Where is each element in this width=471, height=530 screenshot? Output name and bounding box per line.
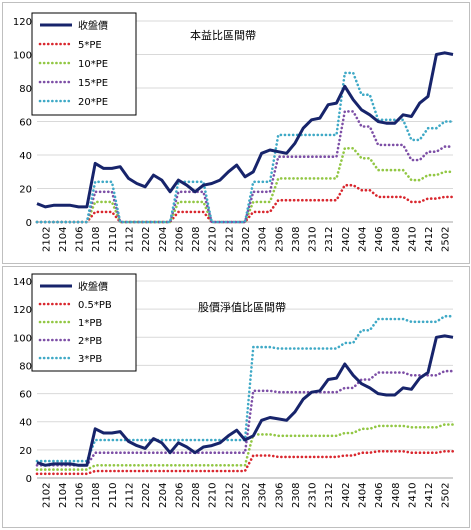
pe-x-tick-label: 2402 xyxy=(341,227,352,252)
pe-x-tick-label: 2106 xyxy=(75,227,86,252)
pb-x-tick-label: 2206 xyxy=(174,483,185,508)
pe-x-tick-label: 2502 xyxy=(441,227,452,252)
pe-x-tick-label: 2404 xyxy=(357,227,368,252)
pb-band-chart-svg: 0 20 40 60 80 100 120 140 2102 2104 2106 2108 2110 21… xyxy=(13,273,455,508)
pb-x-tick-label: 2308 xyxy=(291,483,302,508)
pb-x-tick-label: 2312 xyxy=(324,483,335,508)
pb-y-tick-label: 40 xyxy=(19,418,32,429)
pb-y-tick-label: 20 xyxy=(19,446,32,457)
pb-y-tick-label: 80 xyxy=(19,361,32,372)
pb-x-tick-label: 2306 xyxy=(274,483,285,508)
pb-y-tick-label: 0 xyxy=(26,474,32,485)
pe-series-line xyxy=(36,51,454,209)
pe-band-chart-svg: 0 20 40 60 80 100 120 2102 2104 2106 2108 2110 2112 2… xyxy=(13,12,455,252)
pb-legend-label: 收盤價 xyxy=(78,280,108,293)
pb-x-tick-label: 2212 xyxy=(224,483,235,508)
pe-x-tick-label: 2202 xyxy=(141,227,152,252)
pb-x-tick-label: 2408 xyxy=(391,483,402,508)
pe-x-tick-label: 2104 xyxy=(58,227,69,252)
pe-y-tick-label: 40 xyxy=(19,151,32,162)
pb-x-tick-label: 2112 xyxy=(125,483,136,508)
pe-series-line xyxy=(35,110,455,224)
pe-x-tick-label: 2302 xyxy=(241,227,252,252)
pe-legend xyxy=(31,12,137,116)
pe-y-tick-label: 0 xyxy=(26,218,32,229)
pe-series-line xyxy=(35,183,455,224)
pe-legend-label: 5*PE xyxy=(78,40,102,51)
pb-x-tick-label: 2304 xyxy=(258,483,269,508)
pe-y-tick-label: 80 xyxy=(19,84,32,95)
pe-y-tick-label: 100 xyxy=(13,51,32,62)
pb-legend-label: 1*PB xyxy=(78,318,102,329)
pe-legend-label: 10*PE xyxy=(78,59,108,70)
pb-series-line xyxy=(35,423,455,471)
pe-y-tick-label: 20 xyxy=(19,185,32,196)
pe-y-tick-label: 60 xyxy=(19,118,32,129)
pb-y-tick-label: 60 xyxy=(19,390,32,401)
pe-x-tick-label: 2204 xyxy=(158,227,169,252)
pb-series-line xyxy=(35,369,455,467)
pe-legend-label: 20*PE xyxy=(78,97,108,108)
pe-x-tick-label: 2410 xyxy=(407,227,418,252)
pb-x-tick-label: 2102 xyxy=(41,483,52,508)
pb-x-tick-label: 2402 xyxy=(341,483,352,508)
pe-x-tick-label: 2312 xyxy=(324,227,335,252)
pb-x-tick-label: 2110 xyxy=(108,483,119,508)
pe-series-line xyxy=(35,147,455,224)
pb-x-tick-label: 2310 xyxy=(308,483,319,508)
pe-x-tick-label: 2306 xyxy=(274,227,285,252)
pe-x-tick-label: 2308 xyxy=(291,227,302,252)
pb-y-tick-label: 140 xyxy=(13,277,32,288)
pe-y-tick-label: 120 xyxy=(13,17,32,28)
pe-x-tick-label: 2408 xyxy=(391,227,402,252)
pe-band-chart: 0 20 40 60 80 100 120 2102 2104 2106 2108 2110 2112 2… xyxy=(2,2,470,264)
pe-x-tick-label: 2304 xyxy=(258,227,269,252)
pb-x-tick-label: 2108 xyxy=(91,483,102,508)
pe-x-tick-label: 2210 xyxy=(208,227,219,252)
pb-x-tick-label: 2410 xyxy=(407,483,418,508)
pb-x-tick-label: 2302 xyxy=(241,483,252,508)
pb-series-line xyxy=(36,334,454,467)
pb-x-tick-label: 2204 xyxy=(158,483,169,508)
pb-x-tick-label: 2202 xyxy=(141,483,152,508)
pb-x-tick-label: 2406 xyxy=(374,483,385,508)
pb-x-tick-label: 2106 xyxy=(75,483,86,508)
pe-legend-label: 15*PE xyxy=(78,78,108,89)
pb-band-chart: 0 20 40 60 80 100 120 140 2102 2104 2106 2108 2110 21… xyxy=(2,266,470,528)
pe-x-tick-label: 2112 xyxy=(125,227,136,252)
pb-title: 股價淨值比區間帶 xyxy=(198,300,286,314)
pe-series-line xyxy=(35,71,455,224)
pb-legend-label: 0.5*PB xyxy=(78,300,112,311)
pe-x-tick-label: 2110 xyxy=(108,227,119,252)
pe-x-tick-label: 2102 xyxy=(41,227,52,252)
pe-x-tick-label: 2406 xyxy=(374,227,385,252)
pb-y-tick-label: 100 xyxy=(13,333,32,344)
pe-x-tick-label: 2208 xyxy=(191,227,202,252)
pb-series-line xyxy=(35,450,455,476)
pb-x-tick-label: 2404 xyxy=(357,483,368,508)
pe-x-tick-label: 2206 xyxy=(174,227,185,252)
pe-x-tick-label: 2212 xyxy=(224,227,235,252)
pb-legend-label: 2*PB xyxy=(78,336,102,347)
pb-x-tick-label: 2210 xyxy=(208,483,219,508)
pb-x-tick-label: 2104 xyxy=(58,483,69,508)
pe-x-tick-label: 2108 xyxy=(91,227,102,252)
pb-x-tick-label: 2208 xyxy=(191,483,202,508)
pe-title: 本益比區間帶 xyxy=(190,28,256,42)
pe-x-tick-label: 2310 xyxy=(308,227,319,252)
pe-legend-label: 收盤價 xyxy=(78,19,108,32)
pb-legend-label: 3*PB xyxy=(78,354,102,365)
pb-y-tick-label: 120 xyxy=(13,305,32,316)
pb-x-tick-label: 2502 xyxy=(441,483,452,508)
pe-x-tick-label: 2412 xyxy=(424,227,435,252)
pb-x-tick-label: 2412 xyxy=(424,483,435,508)
